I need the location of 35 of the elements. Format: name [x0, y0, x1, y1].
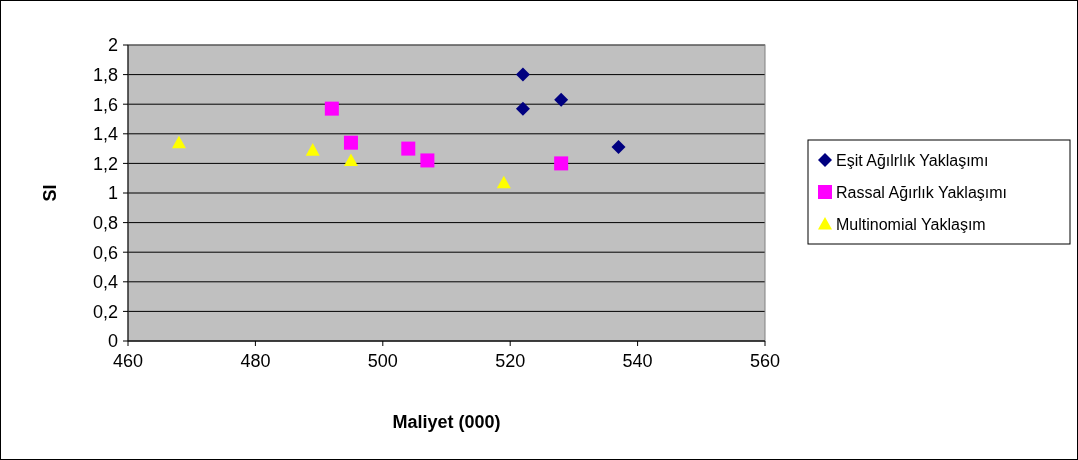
point	[343, 153, 358, 167]
x-tick-label: 520	[495, 351, 526, 371]
point	[515, 67, 530, 82]
y-tick-label: 0,8	[92, 212, 118, 233]
y-tick-label: 1	[107, 183, 118, 204]
y-tick-label: 0,4	[92, 272, 118, 293]
point	[420, 153, 435, 168]
x-axis-title: Maliyet (000)	[392, 412, 501, 432]
legend-label: Multinomial Yaklaşım	[836, 215, 986, 233]
y-tick-label: 1,6	[92, 94, 118, 115]
y-tick-label: 0,2	[92, 301, 118, 322]
point	[611, 140, 626, 155]
point	[515, 101, 530, 116]
x-tick-label: 460	[112, 351, 144, 371]
point	[343, 135, 358, 150]
point	[324, 101, 339, 116]
point	[554, 156, 569, 171]
y-tick-label: 1,4	[92, 124, 118, 145]
x-tick-label: 560	[749, 351, 781, 371]
x-tick-label: 540	[622, 351, 653, 371]
legend-label: Eşit Ağılrlık Yaklaşımı	[836, 151, 989, 169]
y-tick-label: 2	[107, 35, 118, 56]
point	[401, 141, 416, 156]
y-tick-label: 0,6	[92, 242, 118, 263]
y-axis-title: SI	[40, 184, 60, 202]
point	[305, 143, 320, 156]
y-tick-label: 1,2	[92, 153, 118, 174]
y-tick-label: 1,8	[92, 64, 118, 85]
point	[554, 92, 569, 107]
point	[496, 175, 511, 189]
point	[171, 135, 186, 149]
y-tick-label: 0	[107, 331, 118, 352]
legend-label: Rassal Ağırlık Yaklaşımı	[836, 183, 1008, 201]
x-tick-label: 480	[240, 351, 271, 371]
x-tick-label: 500	[367, 351, 398, 371]
